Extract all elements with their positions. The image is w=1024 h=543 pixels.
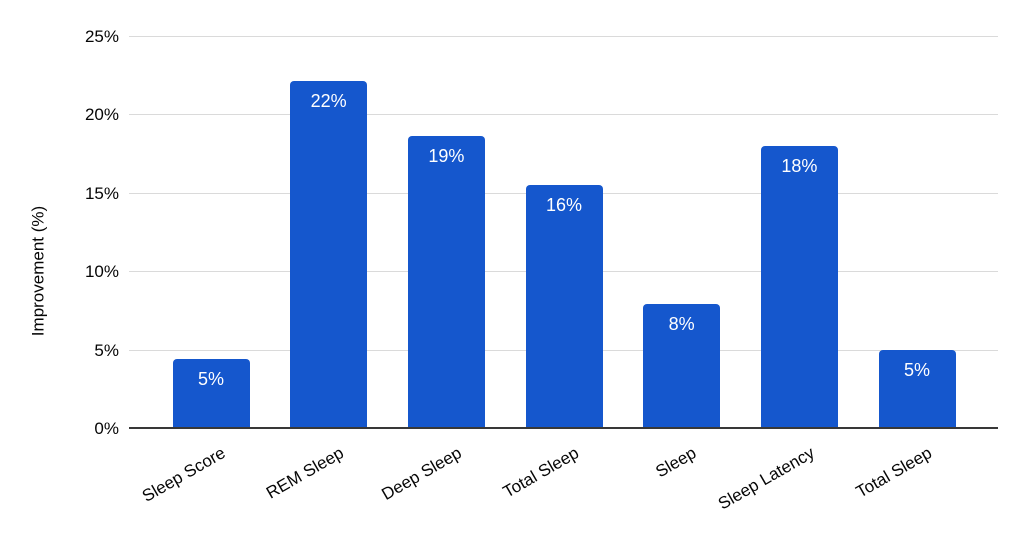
y-tick-label: 20% (84, 105, 119, 125)
bar-value-label: 22% (310, 91, 347, 112)
bar-total-sleep[interactable] (878, 349, 956, 427)
bar-rem-sleep[interactable] (290, 81, 368, 427)
x-tick-label: Total Sleep (852, 443, 936, 502)
y-tick-label: 10% (84, 262, 119, 282)
bar-sleep-score[interactable] (172, 359, 250, 427)
x-axis-line (129, 427, 998, 429)
bar-value-label: 5% (197, 369, 224, 389)
bar-value-label: 19% (428, 146, 465, 167)
gridline (129, 114, 998, 116)
x-tick-label: Sleep (652, 443, 700, 482)
x-tick-label: Total Sleep (499, 443, 583, 502)
bar-total-sleep[interactable] (525, 184, 603, 427)
bar-deep-sleep[interactable] (407, 136, 485, 427)
y-tick-label: 15% (84, 183, 119, 203)
x-tick-label: REM Sleep (262, 443, 347, 503)
bar-value-label: 18% (781, 155, 818, 176)
bar-sleep[interactable] (643, 304, 721, 427)
y-tick-label: 25% (84, 27, 119, 46)
x-tick-label: Sleep Latency (714, 443, 818, 514)
bar-sleep-latency[interactable] (760, 145, 838, 427)
bar-value-label: 16% (545, 194, 583, 215)
y-axis-title: Improvement (%) (28, 205, 48, 337)
y-tick-label: 0% (94, 419, 119, 438)
x-tick-label: Deep Sleep (377, 443, 465, 505)
gridline (129, 36, 998, 37)
y-tick-label: 5% (94, 340, 119, 360)
x-tick-label: Sleep Score (139, 443, 229, 506)
bar-value-label: 5% (904, 359, 931, 380)
bar-value-label: 8% (668, 314, 695, 335)
